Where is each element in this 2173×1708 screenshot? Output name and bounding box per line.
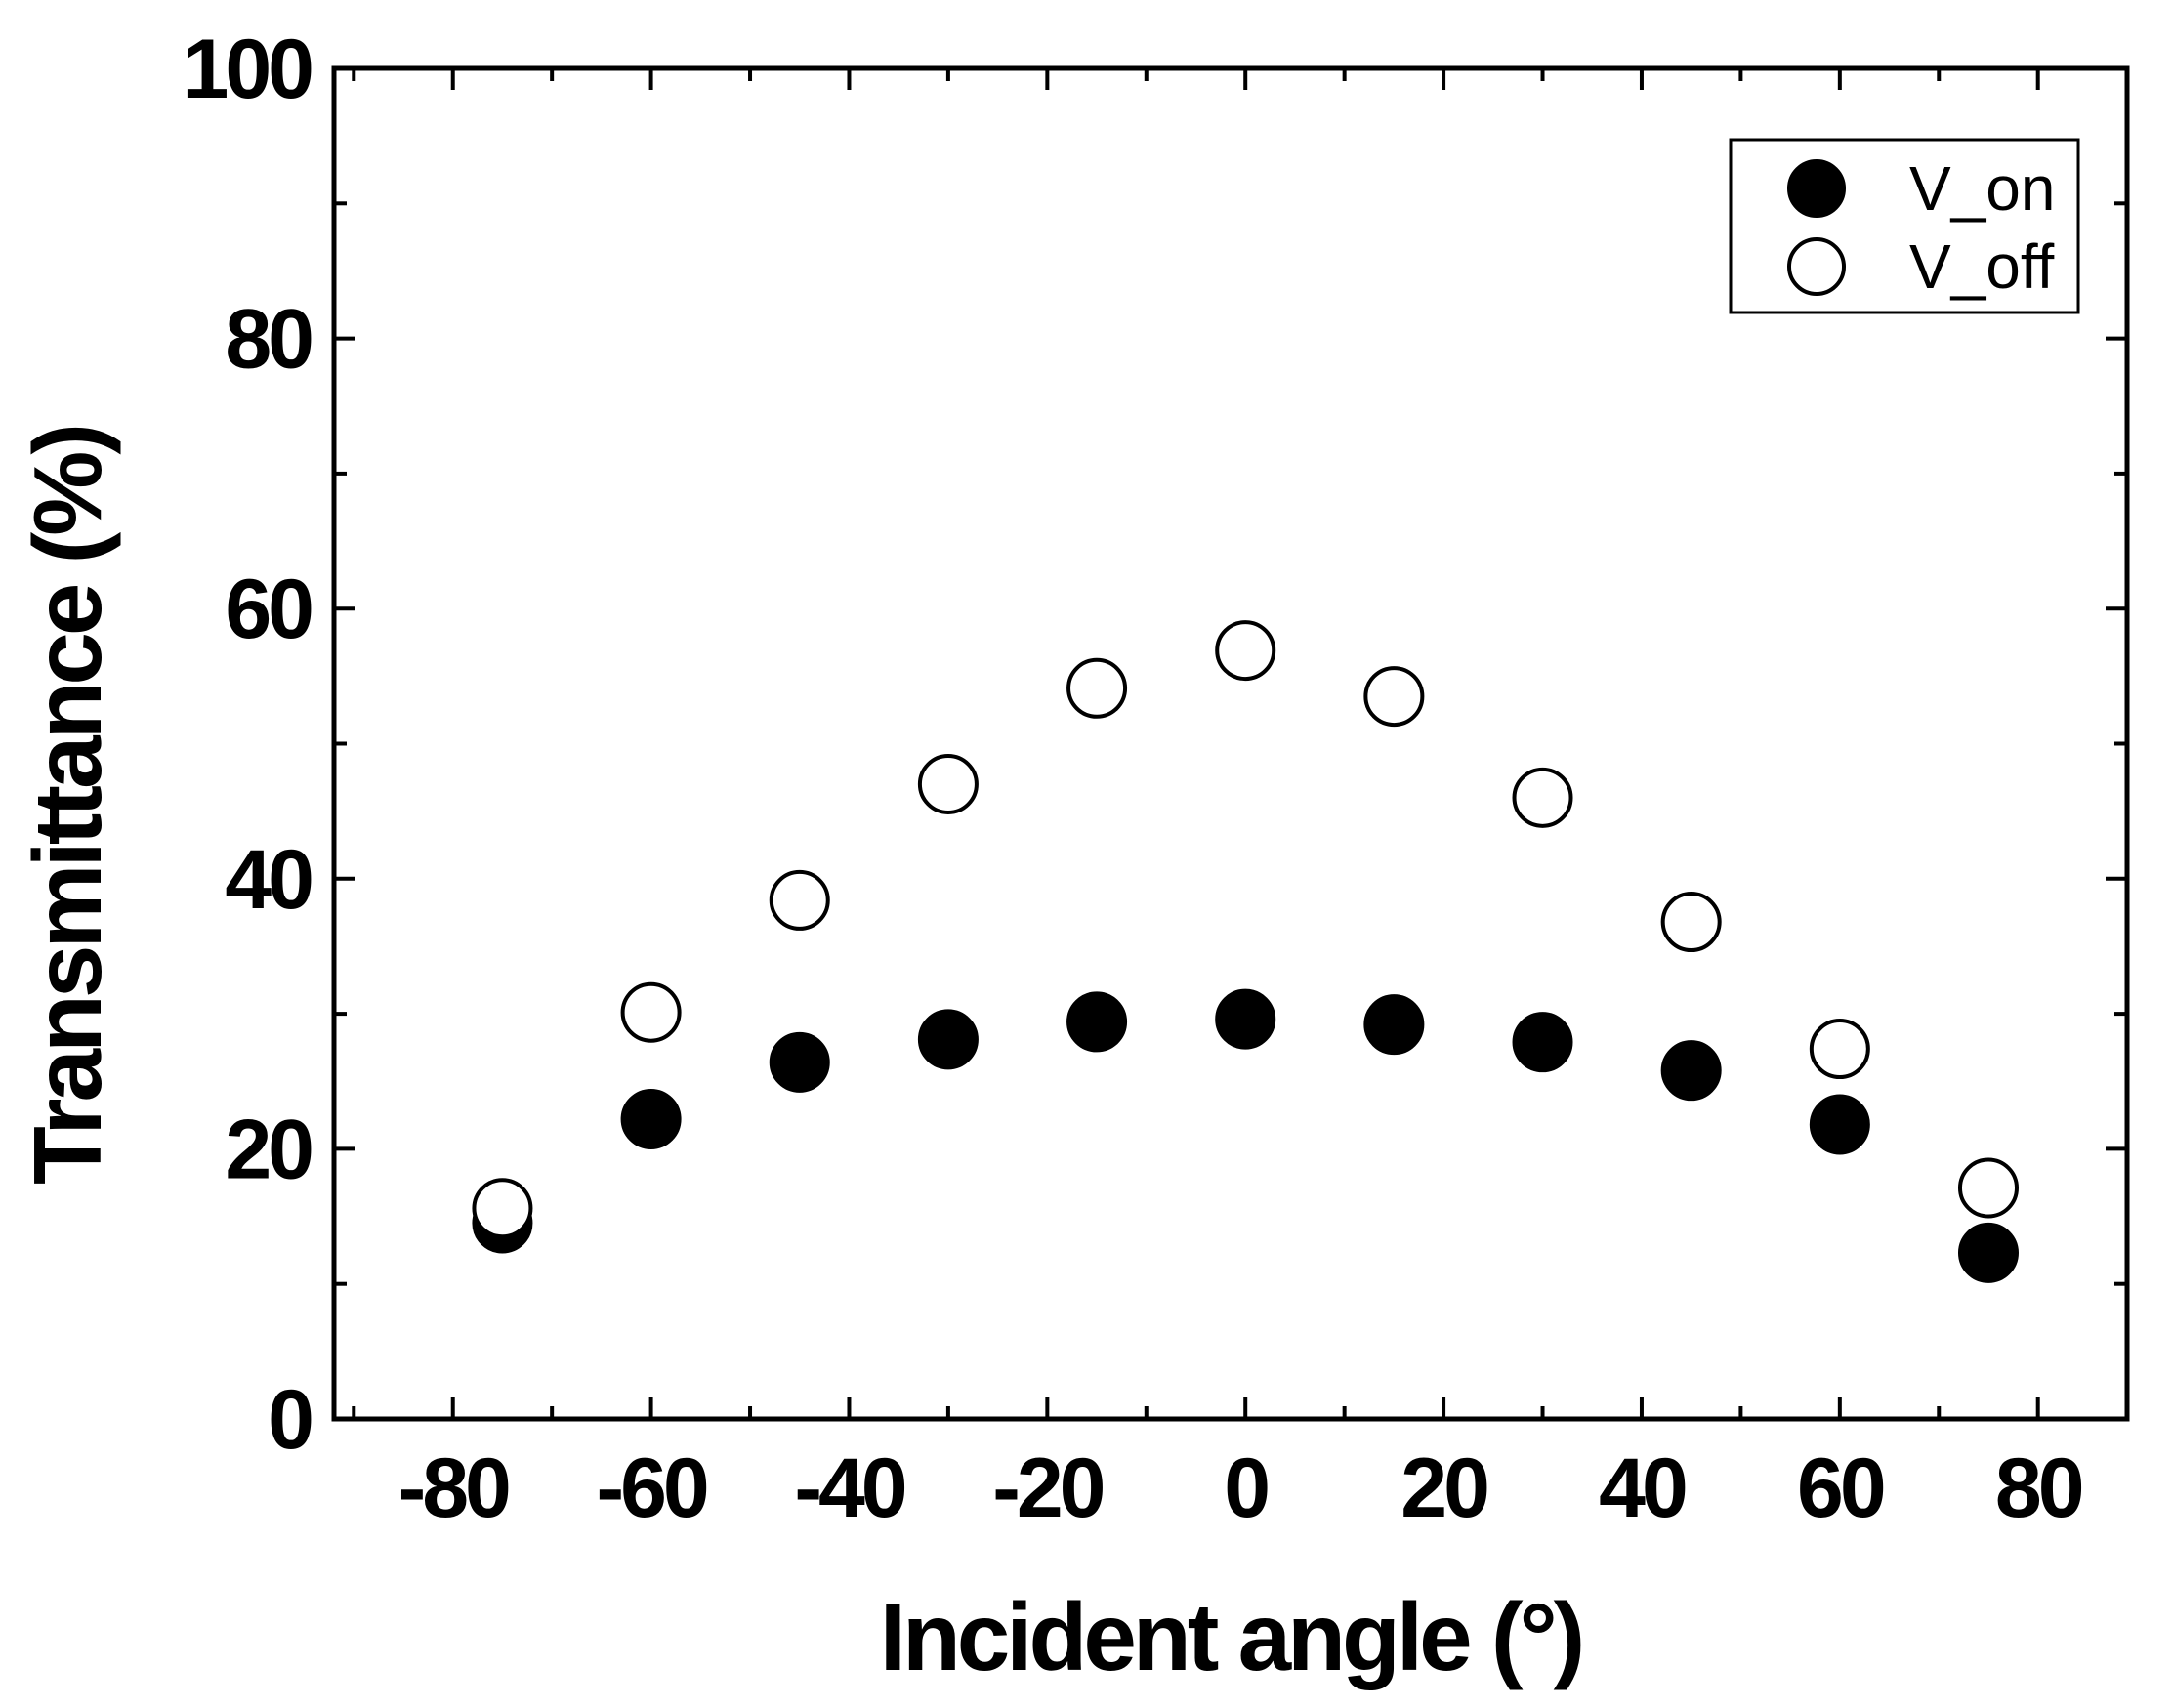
data-point-v-on bbox=[1066, 991, 1128, 1053]
data-point-v-off bbox=[1809, 1019, 1870, 1080]
data-point-v-off bbox=[1957, 1157, 2019, 1219]
legend-label-v-off: V_off bbox=[1909, 231, 2055, 302]
y-tick-label: 100 bbox=[183, 22, 313, 116]
data-markers bbox=[472, 620, 2019, 1283]
data-point-v-off bbox=[472, 1178, 533, 1239]
data-point-v-on bbox=[769, 1031, 830, 1093]
legend-marker-v-on bbox=[1787, 159, 1846, 218]
x-tick-label: 60 bbox=[1797, 1441, 1884, 1535]
y-tick-label: 40 bbox=[225, 833, 312, 927]
x-tick-label: 20 bbox=[1400, 1441, 1487, 1535]
data-point-v-off bbox=[1066, 657, 1128, 719]
x-tick-label: 80 bbox=[1995, 1441, 2082, 1535]
y-tick-labels: 0 20 40 60 80 100 bbox=[183, 22, 316, 1467]
data-point-v-on bbox=[1215, 988, 1276, 1050]
data-point-v-off bbox=[769, 869, 830, 931]
x-tick-label: 40 bbox=[1599, 1441, 1686, 1535]
data-point-v-off bbox=[917, 753, 979, 814]
y-tick-label: 60 bbox=[225, 562, 312, 656]
y-tick-label: 20 bbox=[225, 1103, 312, 1196]
y-tick-label: 0 bbox=[268, 1373, 312, 1467]
data-point-v-off bbox=[1512, 767, 1573, 828]
legend-label-v-on: V_on bbox=[1909, 153, 2055, 224]
data-point-v-on bbox=[917, 1009, 979, 1070]
legend-marker-v-off bbox=[1787, 237, 1846, 296]
y-tick-label: 80 bbox=[225, 293, 312, 387]
data-point-v-on bbox=[1660, 1040, 1722, 1102]
data-point-v-off bbox=[620, 981, 682, 1043]
data-point-v-off bbox=[1215, 620, 1276, 682]
x-tick-label: 0 bbox=[1224, 1441, 1268, 1535]
data-point-v-on bbox=[620, 1088, 682, 1149]
x-tick-label: -60 bbox=[596, 1441, 706, 1535]
data-point-v-off bbox=[1660, 892, 1722, 953]
axis-ticks bbox=[334, 66, 2127, 1421]
x-axis-title: Incident angle (°) bbox=[880, 1583, 1582, 1690]
x-tick-label: -80 bbox=[398, 1441, 509, 1535]
data-point-v-on bbox=[1512, 1012, 1573, 1073]
legend: V_on V_off bbox=[1729, 138, 2080, 314]
legend-box bbox=[1729, 138, 2080, 314]
data-point-v-on bbox=[1363, 994, 1425, 1056]
x-tick-label: -20 bbox=[992, 1441, 1103, 1535]
data-point-v-on bbox=[1809, 1094, 1870, 1155]
data-point-v-off bbox=[1363, 666, 1425, 728]
y-axis-title: Transmittance (%) bbox=[14, 427, 121, 1185]
x-tick-label: -40 bbox=[794, 1441, 904, 1535]
data-point-v-on bbox=[1957, 1222, 2019, 1283]
x-tick-labels: -80 -60 -40 -20 0 20 40 60 80 bbox=[398, 1441, 2086, 1535]
